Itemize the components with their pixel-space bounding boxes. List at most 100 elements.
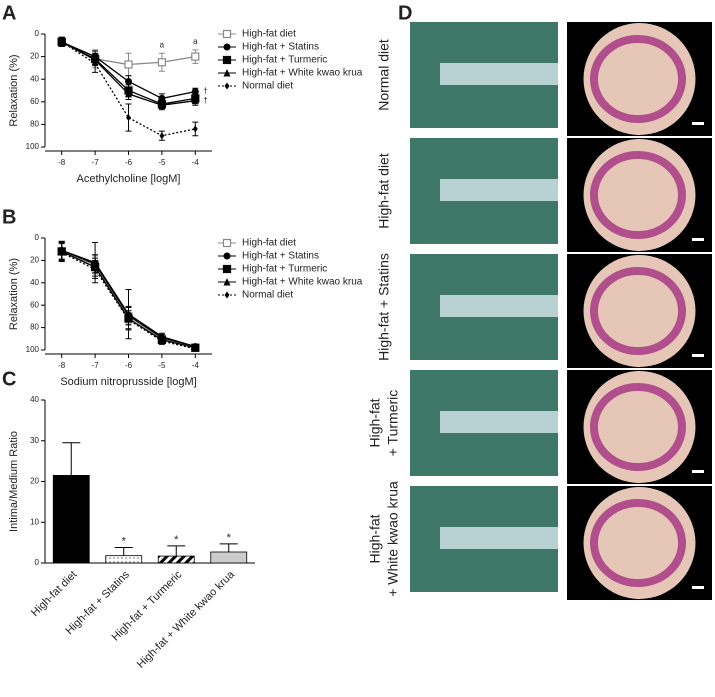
y-tick-label: 60 (30, 300, 39, 309)
x-tick-label: -6 (125, 158, 133, 167)
marker (158, 332, 166, 341)
row-label: High-fat + Statins (376, 253, 392, 361)
row-label: + Turmeric (385, 390, 401, 457)
x-tick-label: High-fat + White kwao krua (135, 568, 238, 671)
x-tick-label: -8 (58, 361, 66, 370)
row-label: High-fat diet (376, 153, 392, 229)
vessel-strip (440, 179, 558, 201)
marker (158, 101, 166, 109)
error-bar (114, 547, 133, 556)
y-tick-label: 80 (30, 323, 39, 332)
vessel-strip (440, 295, 558, 317)
panel-label: D (398, 2, 412, 24)
x-tick-label: -4 (192, 158, 200, 167)
row-label: High-fat (367, 398, 383, 447)
y-tick-label: 20 (30, 256, 39, 265)
scale-bar (692, 586, 704, 589)
y-axis-title: Relaxation (%) (8, 258, 20, 330)
legend-label: Normal diet (242, 290, 293, 301)
bar (52, 474, 90, 564)
legend-marker (223, 278, 231, 286)
x-axis-title: Acethylcholine [logM] (77, 173, 181, 185)
legend-label: High-fat + White kwao krua (242, 277, 363, 288)
marker (192, 345, 198, 353)
y-tick-label: 30 (30, 436, 39, 445)
vessel-ring (590, 499, 686, 587)
marker (191, 96, 199, 105)
scale-bar (692, 238, 704, 241)
scale-bar (692, 470, 704, 473)
marker (59, 38, 65, 46)
legend-label: High-fat diet (242, 238, 296, 249)
marker (92, 59, 98, 67)
scale-bar (692, 122, 704, 125)
y-axis-title: Relaxation (%) (8, 54, 20, 126)
vessel-strip (440, 527, 558, 549)
marker (157, 58, 166, 67)
x-tick-label: -6 (125, 361, 133, 370)
annotation: * (174, 534, 179, 546)
marker (191, 52, 200, 61)
y-tick-label: 40 (30, 278, 39, 287)
scale-bar (692, 354, 704, 357)
legend-marker (223, 69, 231, 77)
vessel-strip (440, 63, 558, 85)
legend-label: Normal diet (242, 81, 293, 92)
annotation: * (122, 535, 127, 547)
vessel-ring (590, 383, 686, 471)
legend-label: High-fat + Statins (242, 42, 319, 53)
x-axis-title: Sodium nitroprusside [logM] (60, 376, 196, 388)
legend-marker (222, 29, 232, 39)
error-bar (219, 543, 238, 552)
y-tick-label: 0 (35, 558, 40, 567)
y-tick-label: 0 (35, 233, 40, 242)
row-label: + White kwao krua (385, 481, 401, 597)
marker (125, 77, 132, 85)
x-tick-label: -5 (158, 158, 166, 167)
legend-label: High-fat + White kwao krua (242, 68, 363, 79)
annotation: a (160, 40, 165, 49)
x-tick-label: High-fat diet (29, 569, 79, 619)
series-line (61, 41, 196, 137)
marker (126, 316, 131, 324)
legend-marker (224, 291, 230, 299)
annotation: † (203, 96, 207, 105)
row-label: High-fat (367, 514, 383, 563)
legend-marker (222, 238, 232, 248)
legend-marker (222, 55, 232, 65)
panel-label: B (2, 206, 16, 228)
marker (124, 60, 133, 69)
x-tick-label: -7 (92, 361, 100, 370)
legend-marker (223, 252, 231, 260)
marker (125, 89, 132, 98)
y-tick-label: 60 (30, 97, 39, 106)
x-tick-label: -7 (92, 158, 100, 167)
legend-label: High-fat diet (242, 29, 296, 40)
legend-label: High-fat + Statins (242, 251, 319, 262)
y-tick-label: 80 (30, 120, 39, 129)
annotation: * (227, 532, 232, 544)
panel-label: A (2, 2, 16, 24)
legend-label: High-fat + Turmeric (242, 55, 327, 66)
y-tick-label: 40 (30, 74, 39, 83)
vessel-ring (590, 35, 686, 123)
vessel-ring (590, 151, 686, 239)
marker (192, 125, 198, 133)
marker (92, 265, 98, 273)
bar (210, 551, 248, 564)
annotation: a (193, 37, 198, 46)
marker (159, 132, 165, 140)
x-tick-label: -8 (58, 158, 66, 167)
marker (126, 114, 131, 122)
error-bar (167, 545, 186, 557)
y-tick-label: 40 (30, 395, 39, 404)
panel-label: C (2, 368, 16, 390)
bar (157, 555, 195, 564)
legend-marker (222, 264, 232, 274)
error-bar (62, 442, 81, 476)
y-tick-label: 20 (30, 477, 39, 486)
bar (105, 555, 143, 564)
y-tick-label: 0 (35, 29, 40, 38)
y-axis-title: Intima/Medium Ratio (8, 431, 20, 532)
